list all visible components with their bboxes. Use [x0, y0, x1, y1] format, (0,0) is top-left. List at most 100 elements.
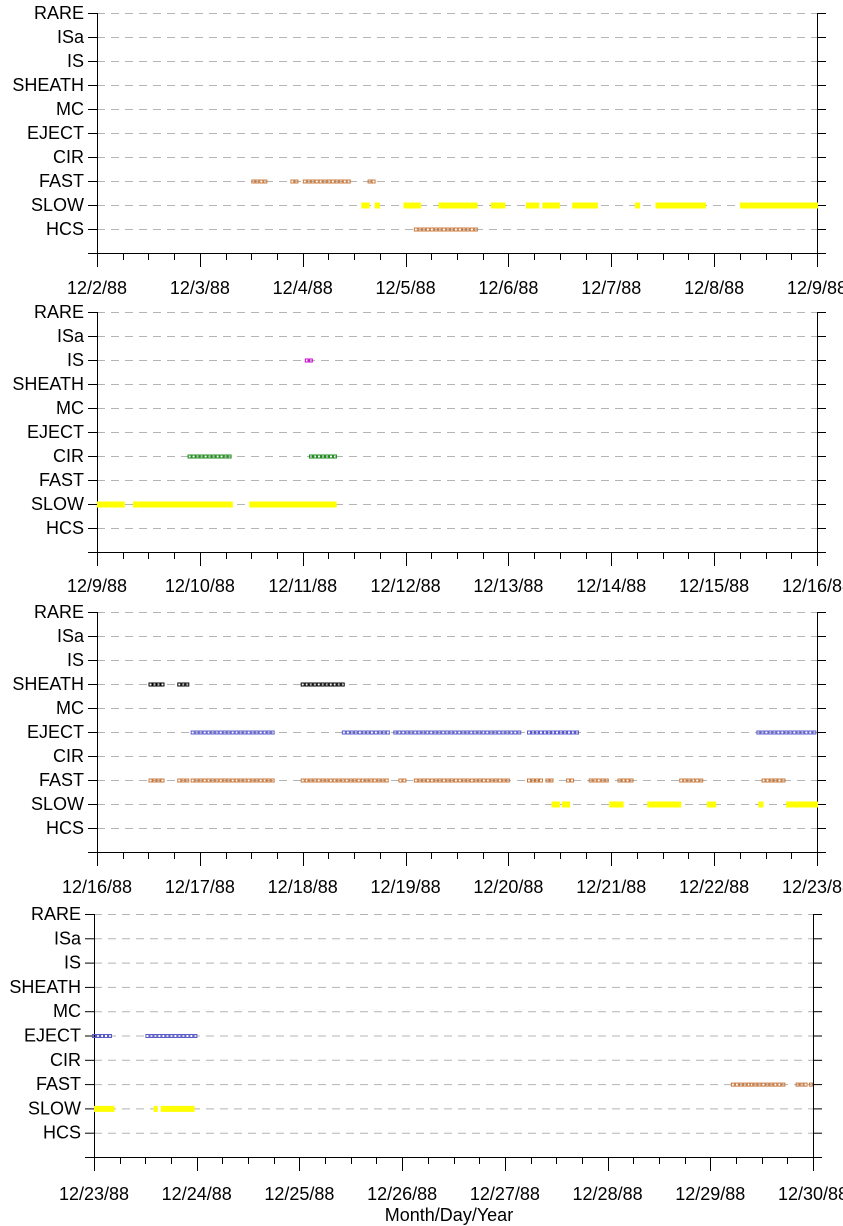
y-tick-label-is: IS	[67, 51, 84, 71]
data-point-fast	[449, 778, 454, 783]
data-segment-eject	[190, 730, 275, 735]
x-tick-label: 12/3/88	[170, 278, 230, 298]
data-point-fast	[270, 778, 275, 783]
data-point-fast	[761, 1082, 766, 1087]
data-segment-cir	[308, 454, 337, 459]
data-point-fast	[485, 778, 490, 783]
y-tick-label-isa: ISa	[57, 326, 85, 346]
data-point-cir	[207, 454, 212, 459]
x-tick-label: 12/12/88	[371, 576, 441, 596]
data-point-sheath	[332, 682, 337, 687]
data-point-sheath	[312, 682, 317, 687]
data-point-eject	[218, 730, 223, 735]
data-point-fast	[230, 778, 235, 783]
data-segment-fast	[761, 778, 786, 783]
data-point-fast	[621, 778, 626, 783]
data-point-eject	[784, 730, 789, 735]
data-point-fast	[417, 778, 422, 783]
data-point-eject	[365, 730, 370, 735]
data-point-fast	[251, 179, 256, 184]
data-point-fast	[380, 778, 385, 783]
series-slow	[361, 202, 818, 209]
data-point-fast	[769, 778, 774, 783]
data-point-fast	[194, 778, 199, 783]
x-tick-label: 12/9/88	[67, 576, 127, 596]
x-tick-label: 12/25/88	[264, 1184, 334, 1204]
data-point-eject	[772, 730, 777, 735]
data-point-eject	[469, 730, 474, 735]
data-point-sheath	[316, 682, 321, 687]
x-tick-label: 12/11/88	[268, 576, 337, 596]
data-point-fast	[334, 179, 339, 184]
data-point-eject	[238, 730, 243, 735]
data-point-fast	[742, 1082, 747, 1087]
panel-2: HCS SLOW FAST CIR EJECT MC SHEATH IS ISa RARE 12/9…	[12, 302, 843, 596]
data-point-fast	[625, 778, 630, 783]
data-point-fast	[310, 179, 315, 184]
x-tick-label: 12/6/88	[478, 278, 538, 298]
data-point-eject	[357, 730, 362, 735]
data-point-hcs	[441, 227, 446, 232]
data-point-eject	[401, 730, 406, 735]
data-point-eject	[145, 1034, 150, 1038]
data-point-fast	[322, 179, 327, 184]
data-segment-eject	[341, 730, 390, 735]
data-segment-fast	[290, 179, 299, 184]
y-tick-label-sheath: SHEATH	[9, 977, 81, 997]
data-segment-fast	[795, 1082, 808, 1087]
data-point-fast	[198, 778, 203, 783]
data-segment-slow	[786, 801, 818, 808]
series-fast	[730, 1082, 813, 1087]
data-segment-slow	[160, 1105, 195, 1112]
data-point-sheath	[156, 682, 161, 687]
y-tick-label-cir: CIR	[50, 1050, 81, 1070]
data-point-fast	[218, 778, 223, 783]
data-point-cir	[332, 454, 337, 459]
data-segment-hcs	[413, 227, 478, 232]
data-point-fast	[441, 778, 446, 783]
data-point-hcs	[417, 227, 422, 232]
x-tick-label: 12/22/88	[679, 877, 749, 897]
data-segment-fast	[302, 179, 351, 184]
x-tick-label: 12/7/88	[581, 278, 641, 298]
data-point-cir	[223, 454, 228, 459]
data-segment-fast	[566, 778, 575, 783]
y-tick-label-isa: ISa	[57, 27, 85, 47]
data-point-fast	[258, 778, 263, 783]
data-point-fast	[340, 778, 345, 783]
data-point-fast	[250, 778, 255, 783]
x-axis-title: Month/Day/Year	[385, 1205, 513, 1225]
data-point-fast	[566, 778, 571, 783]
data-point-fast	[222, 778, 227, 783]
panel-1: HCS SLOW FAST CIR EJECT MC SHEATH IS ISa RARE 12/2…	[12, 3, 843, 298]
data-point-sheath	[300, 682, 305, 687]
data-point-fast	[753, 1082, 758, 1087]
data-point-fast	[376, 778, 381, 783]
data-point-fast	[152, 778, 157, 783]
data-point-fast	[777, 778, 782, 783]
data-point-fast	[730, 1082, 735, 1087]
data-point-hcs	[453, 227, 458, 232]
x-tick-label: 12/10/88	[165, 576, 235, 596]
data-point-fast	[226, 778, 231, 783]
data-point-sheath	[185, 682, 190, 687]
data-point-eject	[509, 730, 514, 735]
data-point-fast	[318, 179, 323, 184]
data-segment-slow	[525, 202, 540, 209]
data-point-fast	[734, 1082, 739, 1087]
data-point-eject	[381, 730, 386, 735]
x-tick-label: 12/16/88	[782, 576, 843, 596]
data-segment-slow	[97, 501, 125, 508]
data-segment-fast	[190, 778, 275, 783]
data-point-eject	[489, 730, 494, 735]
data-point-fast	[308, 778, 313, 783]
data-point-eject	[768, 730, 773, 735]
x-tick-label: 12/20/88	[473, 877, 543, 897]
data-point-fast	[148, 778, 153, 783]
data-point-fast	[679, 778, 684, 783]
x-tick-label: 12/14/88	[576, 576, 646, 596]
data-segment-slow	[490, 202, 506, 209]
data-point-fast	[402, 778, 407, 783]
data-point-eject	[173, 1034, 178, 1038]
data-point-sheath	[160, 682, 165, 687]
